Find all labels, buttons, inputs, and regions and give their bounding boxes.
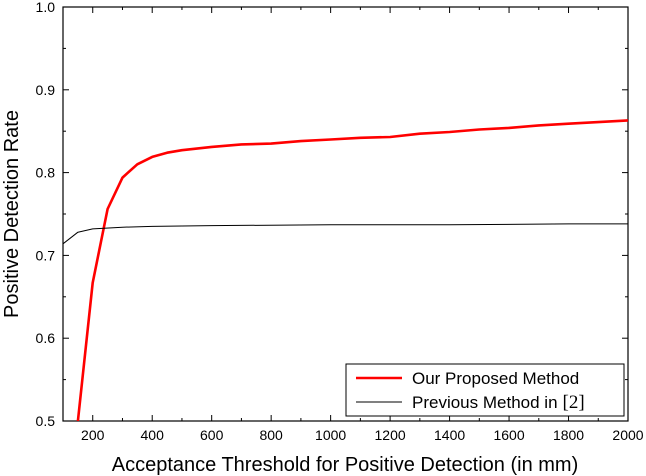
y-axis-ticks: 0.5 0.6 0.7 0.8 0.9 1.0 [36, 0, 628, 429]
x-tick-label: 1800 [553, 427, 584, 443]
series-layer [62, 119, 629, 422]
legend-label-previous-method: Previous Method in [2] [412, 392, 585, 413]
x-axis-title: Acceptance Threshold for Positive Detect… [112, 454, 579, 476]
legend-label-our-proposed-method: Our Proposed Method [412, 369, 579, 388]
legend: Our Proposed Method Previous Method in [2… [345, 363, 625, 417]
series-line-previous-method [62, 223, 628, 245]
y-tick-label: 0.5 [36, 413, 56, 429]
y-tick-label: 0.6 [36, 330, 56, 346]
y-tick-label: 0.9 [36, 82, 56, 98]
legend-box [345, 363, 625, 417]
x-tick-label: 2000 [612, 427, 643, 443]
series-line-our-proposed-method [76, 119, 629, 422]
x-tick-label: 200 [81, 427, 105, 443]
x-tick-label: 1600 [493, 427, 524, 443]
y-tick-label: 0.7 [36, 247, 56, 263]
x-tick-label: 1000 [315, 427, 346, 443]
legend-label-previous-method-text: Previous Method in [412, 393, 558, 412]
plot-frame [62, 6, 629, 422]
x-tick-label: 800 [259, 427, 283, 443]
y-tick-label: 1.0 [36, 0, 56, 15]
x-tick-label: 1200 [375, 427, 406, 443]
x-tick-label: 400 [141, 427, 165, 443]
x-tick-label: 1400 [434, 427, 465, 443]
y-axis-title: Positive Detection Rate [1, 110, 23, 318]
x-tick-label: 600 [200, 427, 224, 443]
legend-label-previous-method-ref: [2] [563, 392, 585, 413]
y-tick-label: 0.8 [36, 165, 56, 181]
